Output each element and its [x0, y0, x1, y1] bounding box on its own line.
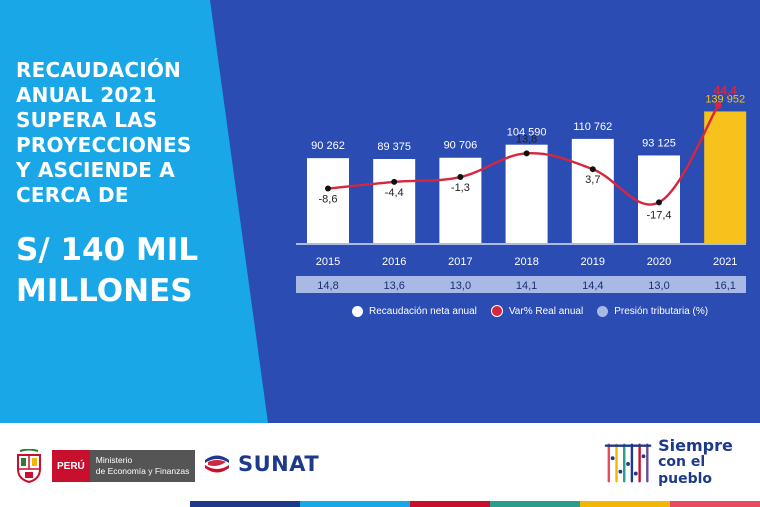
legend-swatch-white-circle-icon	[352, 305, 363, 317]
bar-2018	[505, 144, 548, 243]
amount-line: S/ 140 MIL	[16, 232, 199, 268]
legend-swatch-blue-circle-icon	[597, 305, 609, 317]
legend-item-variation: Var% Real anual	[490, 305, 584, 317]
variation-point-2015	[325, 185, 331, 192]
variation-value-label: -4,4	[385, 187, 404, 199]
legend-label: Var% Real anual	[508, 305, 584, 317]
sunat-wordmark: SUNAT	[238, 452, 320, 476]
variation-value-label: -8,6	[319, 194, 338, 206]
legend-item-pressure: Presión tributaria (%)	[597, 305, 709, 317]
stripe-segment	[580, 501, 670, 507]
chart-legend: Recaudación neta anual Var% Real anual P…	[352, 305, 708, 317]
bar-value-label: 93 125	[642, 137, 676, 149]
bar-value-label: 139 952	[705, 93, 745, 105]
footer: PERÚ Ministerio de Economía y Finanzas S…	[0, 423, 760, 507]
bar-value-label: 104 590	[507, 127, 547, 139]
ministerio-label: Ministerio de Economía y Finanzas	[89, 450, 196, 482]
variation-point-2019	[589, 166, 596, 173]
variation-point-2016	[391, 178, 398, 185]
sunat-logo: SUNAT	[202, 449, 319, 479]
ministerio-line2: de Economía y Finanzas	[95, 466, 190, 476]
footer-color-stripe	[0, 501, 760, 507]
headline-line: RECAUDACIÓN	[16, 58, 181, 82]
stripe-segment	[300, 501, 410, 507]
big-amount: S/ 140 MIL MILLONES	[16, 230, 256, 312]
pressure-value-label: 14,1	[516, 280, 537, 292]
x-tick-label: 2016	[382, 256, 406, 268]
variation-value-label: 3,7	[585, 174, 600, 186]
headline-line: CERCA DE	[16, 183, 129, 207]
headline-line: ANUAL 2021	[16, 83, 157, 107]
bar-2015	[307, 158, 349, 243]
variation-value-label: -1,3	[451, 182, 470, 194]
pressure-band	[296, 276, 746, 293]
pressure-value-label: 14,4	[582, 280, 603, 292]
mef-wordmark: PERÚ Ministerio de Economía y Finanzas	[52, 450, 196, 482]
bar-value-label: 89 375	[377, 141, 411, 153]
amount-line: MILLONES	[16, 273, 193, 309]
bar-2016	[373, 158, 416, 243]
x-tick-label: 2015	[316, 256, 340, 268]
stripe-segment	[190, 501, 300, 507]
variation-value-label: 13,8	[516, 133, 537, 145]
bar-2021	[704, 111, 747, 243]
siempre-line1: Siempre	[658, 436, 733, 455]
x-tick-label: 2019	[581, 256, 605, 268]
ministerio-line1: Ministerio	[95, 455, 133, 465]
pressure-value-label: 13,6	[383, 280, 404, 292]
bar-2020	[638, 155, 680, 243]
bar-value-label: 110 762	[573, 121, 612, 133]
stripe-segment	[490, 501, 580, 507]
x-tick-label: 2017	[448, 256, 472, 268]
stripe-segment	[410, 501, 490, 507]
siempre-text: Siempre con el pueblo	[658, 437, 760, 488]
x-tick-label: 2021	[713, 256, 737, 268]
pressure-value-label: 13,0	[648, 280, 669, 292]
variation-point-2018	[523, 150, 530, 157]
pressure-value-label: 14,8	[317, 280, 338, 292]
variation-point-2021	[714, 101, 722, 109]
bar-2019	[571, 138, 614, 243]
stripe-segment	[670, 501, 760, 507]
sunat-emblem-icon	[205, 455, 229, 473]
variation-value-label: -17,4	[646, 209, 671, 221]
legend-swatch-red-circle-icon	[490, 305, 503, 317]
x-tick-label: 2020	[647, 256, 671, 268]
bar-value-label: 90 262	[311, 140, 345, 152]
variation-value-label: 44,4	[714, 83, 738, 97]
legend-item-revenue: Recaudación neta anual	[352, 305, 477, 317]
headline-line: Y ASCIENDE A	[16, 158, 175, 182]
variation-point-2017	[457, 174, 464, 181]
stripe-segment	[0, 501, 190, 507]
revenue-chart: 90 262 2015 14,8 89 375 2016 13,6 90 706 2017 13…	[296, 83, 747, 293]
siempre-line2: con el pueblo	[658, 454, 713, 487]
pressure-value-label: 13,0	[450, 280, 471, 292]
variation-point-2020	[656, 199, 662, 206]
headline-line: PROYECCIONES	[16, 133, 192, 157]
siempre-con-el-pueblo-logo: Siempre con el pueblo	[604, 437, 760, 488]
x-tick-label: 2018	[514, 256, 538, 268]
peru-crest-icon	[17, 449, 41, 483]
people-columns-icon	[604, 443, 652, 482]
bar-2017	[439, 157, 482, 243]
pressure-value-label: 16,1	[714, 280, 735, 292]
legend-label: Presión tributaria (%)	[614, 305, 709, 317]
mef-logo: PERÚ Ministerio de Economía y Finanzas	[14, 449, 196, 483]
legend-label: Recaudación neta anual	[369, 305, 477, 317]
headline: RECAUDACIÓN ANUAL 2021 SUPERA LAS PROYEC…	[16, 58, 216, 208]
peru-label: PERÚ	[52, 450, 90, 482]
bar-value-label: 90 706	[444, 140, 478, 152]
headline-line: SUPERA LAS	[16, 108, 158, 132]
